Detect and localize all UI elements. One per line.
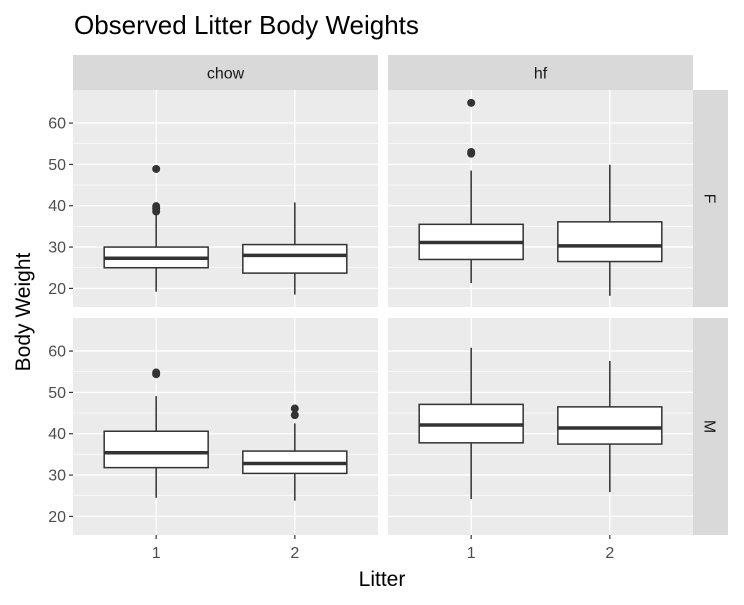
x-tick-label: 2 — [290, 545, 299, 562]
box — [557, 406, 663, 445]
y-tick-label: 40 — [48, 426, 66, 443]
y-tick-label: 50 — [48, 157, 66, 174]
box — [103, 430, 209, 469]
plot-area: chow hf F M 20 30 40 50 60 20 30 40 50 60 1 2 1 2 — [48, 55, 728, 562]
x-axis-title: Litter — [359, 568, 406, 591]
chart-title: Observed Litter Body Weights — [74, 10, 419, 40]
y-tick-label: 30 — [48, 468, 66, 485]
panel-background-hf-F — [388, 90, 693, 307]
y-tick-label: 50 — [48, 385, 66, 402]
y-axis-title: Body Weight — [12, 252, 35, 371]
strip-label-M: M — [701, 420, 718, 433]
outlier-point — [467, 98, 476, 107]
y-tick-label: 20 — [48, 509, 66, 526]
strip-top-chow — [73, 55, 378, 90]
box — [557, 221, 663, 263]
strip-label-F: F — [701, 194, 718, 204]
y-tick-label: 60 — [48, 116, 66, 133]
y-tick-label: 60 — [48, 344, 66, 361]
strip-label-hf: hf — [534, 66, 548, 83]
strip-label-chow: chow — [207, 66, 245, 83]
y-tick-label: 20 — [48, 281, 66, 298]
y-tick-label: 40 — [48, 198, 66, 215]
outlier-point — [152, 164, 161, 173]
strip-right-M — [693, 318, 728, 535]
outlier-point — [290, 404, 299, 413]
x-tick-label: 2 — [605, 545, 614, 562]
strip-top-hf — [388, 55, 693, 90]
outlier-point — [467, 148, 476, 156]
x-tick-label: 1 — [467, 545, 476, 562]
box — [242, 243, 348, 274]
strip-right-F — [693, 90, 728, 307]
outlier-point — [290, 411, 299, 420]
x-tick-label: 1 — [152, 545, 161, 562]
outlier-point — [152, 368, 161, 377]
panel-background-chow-M — [73, 318, 378, 535]
y-tick-label: 30 — [48, 240, 66, 257]
outlier-point — [152, 202, 161, 211]
